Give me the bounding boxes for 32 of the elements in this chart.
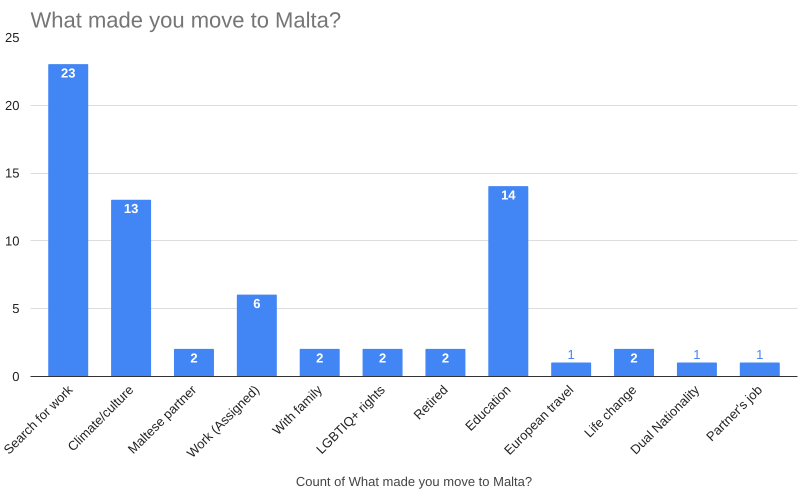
bar (740, 362, 780, 376)
data-label: 2 (442, 350, 450, 366)
bar (488, 186, 528, 376)
y-tick-label: 20 (5, 98, 20, 113)
data-label: 2 (316, 350, 324, 366)
data-label: 2 (378, 350, 386, 366)
bar (174, 348, 214, 376)
bar (111, 200, 152, 376)
data-label: 1 (756, 346, 764, 362)
bar (551, 362, 592, 376)
bar (676, 362, 717, 376)
bar (614, 348, 654, 376)
data-label: 2 (190, 350, 198, 366)
bar (362, 348, 403, 376)
y-tick-label: 25 (5, 30, 20, 45)
data-label: 2 (630, 350, 638, 366)
y-tick-label: 10 (5, 233, 20, 248)
bar (300, 348, 340, 376)
bar (425, 348, 466, 376)
bar (48, 64, 88, 376)
data-label: 23 (60, 66, 76, 81)
bar (236, 294, 277, 376)
chart-title: What made you move to Malta? (30, 8, 342, 32)
data-label: 1 (693, 346, 701, 362)
data-label: 1 (568, 346, 575, 362)
data-label: 6 (253, 296, 260, 312)
y-tick-label: 5 (12, 301, 20, 316)
data-label: 14 (501, 188, 516, 203)
data-label: 13 (124, 201, 138, 216)
y-tick-label: 0 (12, 369, 20, 384)
y-tick-label: 15 (5, 166, 20, 181)
x-axis-title: Count of What made you move to Malta? (296, 474, 532, 489)
